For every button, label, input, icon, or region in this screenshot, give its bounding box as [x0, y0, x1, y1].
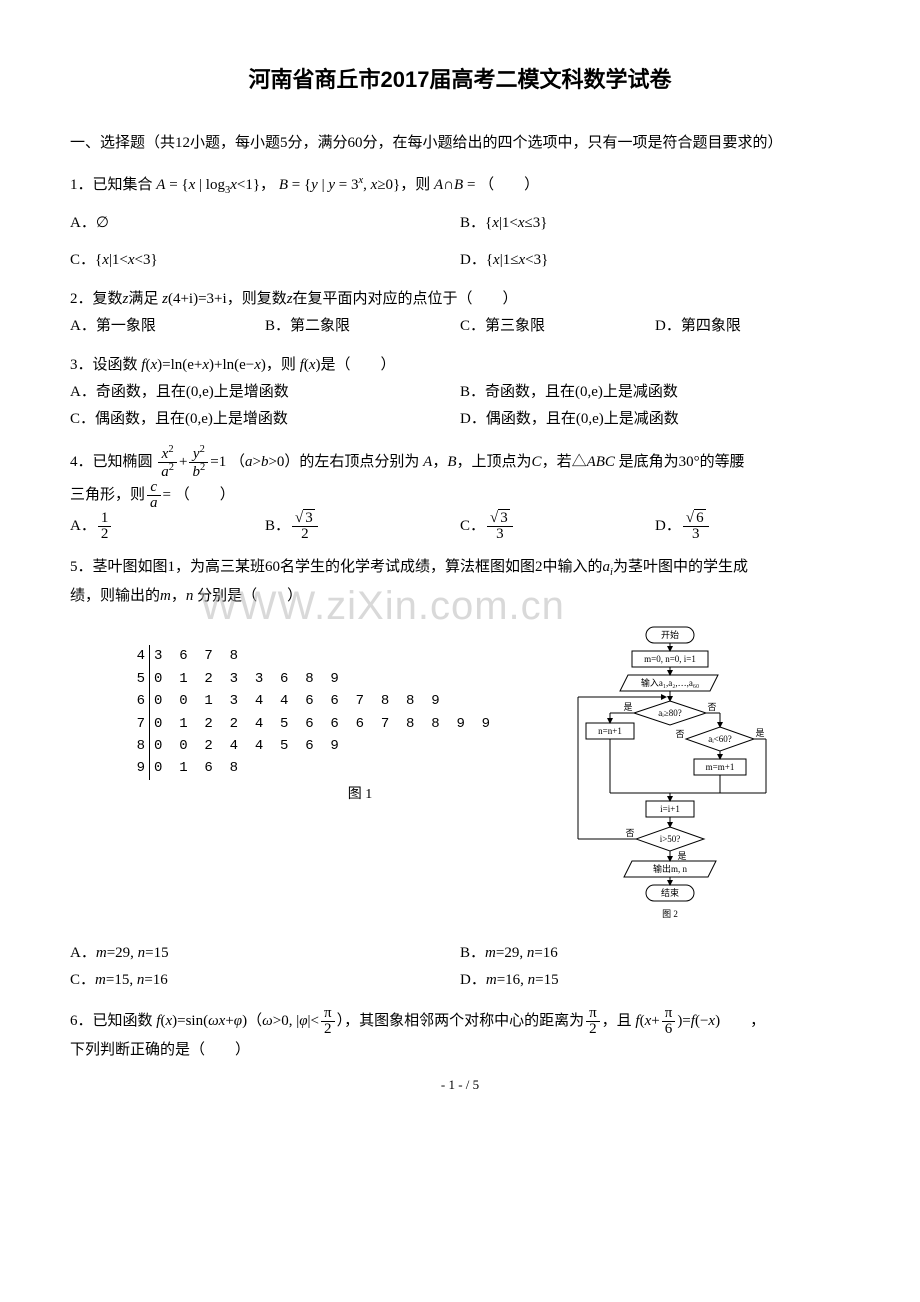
question-3: 3．设函数 f(x)=ln(e+x)+ln(e−x)，则 f(x)是（ ） A．… — [70, 352, 850, 433]
q5-option-c: C．m=15, n=16 — [70, 967, 460, 994]
q1-option-a: A．∅ — [70, 210, 460, 237]
fc-d1: aᵢ≥80? — [658, 708, 681, 718]
fc-label: 图 2 — [662, 909, 678, 919]
svg-text:是: 是 — [624, 702, 633, 712]
fc-ninc: n=n+1 — [598, 726, 622, 736]
q4-option-d: D．√63 — [655, 511, 850, 542]
q2-option-b: B．第二象限 — [265, 313, 460, 340]
q4-option-b: B．√32 — [265, 511, 460, 542]
fc-start: 开始 — [661, 629, 679, 640]
q4-option-c: C．√33 — [460, 511, 655, 542]
svg-text:否: 否 — [626, 828, 635, 838]
section-intro: 一、选择题（共12小题，每小题5分，满分60分，在每小题给出的四个选项中，只有一… — [70, 130, 850, 157]
q3-option-a: A．奇函数，且在(0,e)上是增函数 — [70, 379, 460, 406]
fc-output: 输出m, n — [653, 863, 688, 874]
q2-option-c: C．第三象限 — [460, 313, 655, 340]
q1-option-c: C．{x|1<x<3} — [70, 247, 460, 274]
q1-option-d: D．{x|1≤x<3} — [460, 247, 850, 274]
question-1: 1．已知集合 A = {x | log3x<1}， B = {y | y = 3… — [70, 172, 850, 275]
svg-text:否: 否 — [708, 702, 717, 712]
q5-option-b: B．m=29, n=16 — [460, 940, 850, 967]
q1-option-b: B．{x|1<x≤3} — [460, 210, 850, 237]
q4-option-a: A．12 — [70, 511, 265, 542]
flowchart: 开始 m=0, n=0, i=1 输入a₁,a₂,…,a₆₀ aᵢ≥80? 是 — [570, 625, 770, 925]
svg-text:是: 是 — [756, 728, 765, 738]
question-6: 6．已知函数 f(x)=sin(ωx+φ)（ω>0, |φ|<π2），其图象相邻… — [70, 1006, 850, 1064]
page-number: - 1 - / 5 — [0, 1073, 920, 1096]
question-2: 2．复数z满足 z(4+i)=3+i，则复数z在复平面内对应的点位于（ ） A．… — [70, 286, 850, 340]
fc-d2: aᵢ<60? — [708, 734, 732, 744]
q3-option-b: B．奇函数，且在(0,e)上是减函数 — [460, 379, 850, 406]
q5-option-a: A．m=29, n=15 — [70, 940, 460, 967]
q2-option-a: A．第一象限 — [70, 313, 265, 340]
fc-input: 输入a₁,a₂,…,a₆₀ — [641, 677, 699, 688]
svg-text:是: 是 — [678, 851, 687, 861]
q3-option-c: C．偶函数，且在(0,e)上是增函数 — [70, 406, 460, 433]
document-title: 河南省商丘市2017届高考二模文科数学试卷 — [70, 60, 850, 100]
fc-minc: m=m+1 — [706, 762, 735, 772]
fc-init: m=0, n=0, i=1 — [644, 654, 696, 664]
fc-end: 结束 — [661, 887, 679, 898]
stem-leaf-plot: 43 6 7 850 1 2 3 3 6 8 960 0 1 3 4 4 6 6… — [130, 645, 490, 806]
svg-text:否: 否 — [676, 729, 685, 739]
fc-iinc: i=i+1 — [660, 804, 680, 814]
question-4: 4．已知椭圆 x2a2+y2b2=1 （a>b>0）的左右顶点分别为 A，B，上… — [70, 445, 850, 542]
q5-option-d: D．m=16, n=15 — [460, 967, 850, 994]
q2-option-d: D．第四象限 — [655, 313, 850, 340]
q3-option-d: D．偶函数，且在(0,e)上是减函数 — [460, 406, 850, 433]
fc-d3: i>50? — [660, 834, 681, 844]
question-5: 5．茎叶图如图1，为高三某班60名学生的化学考试成绩，算法框图如图2中输入的ai… — [70, 554, 850, 994]
